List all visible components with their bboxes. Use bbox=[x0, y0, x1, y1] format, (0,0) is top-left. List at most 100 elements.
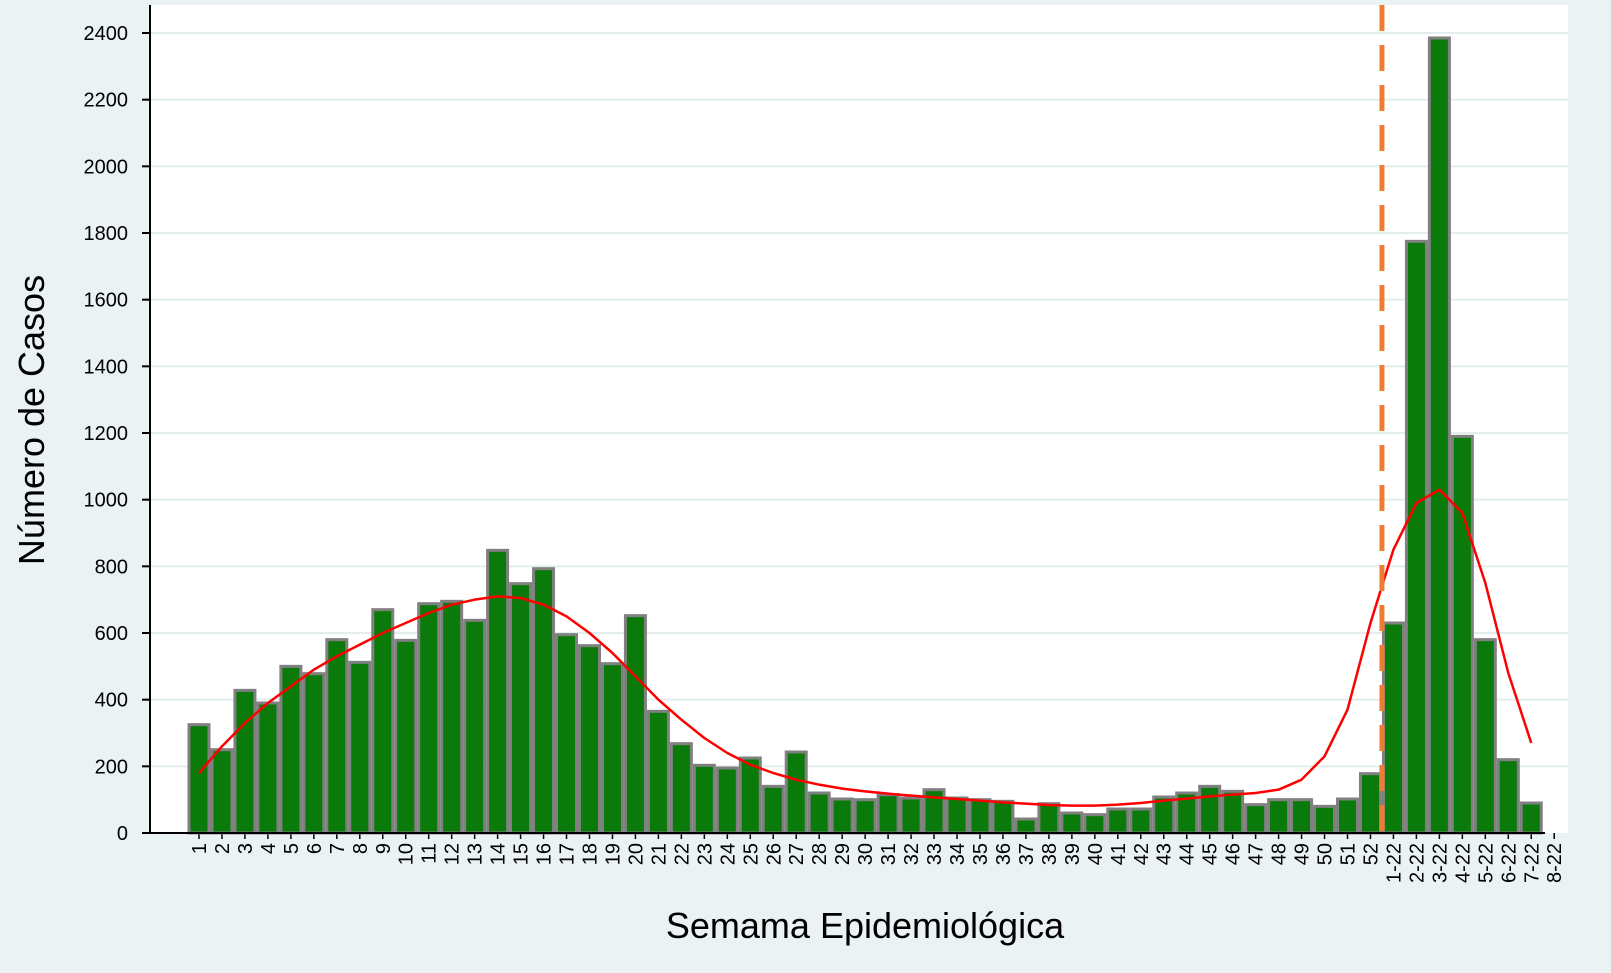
y-tick-label: 1400 bbox=[84, 356, 129, 378]
bar bbox=[1198, 784, 1222, 835]
x-tick-label: 36 bbox=[993, 843, 1015, 865]
bar bbox=[463, 618, 487, 835]
bar bbox=[509, 582, 533, 835]
bar bbox=[233, 688, 257, 835]
x-tick-label: 51 bbox=[1338, 843, 1360, 865]
bar bbox=[738, 756, 762, 835]
bar bbox=[348, 660, 372, 835]
x-tick-label: 40 bbox=[1085, 843, 1107, 865]
bar bbox=[1473, 638, 1497, 835]
bar bbox=[1083, 813, 1107, 835]
bar bbox=[1450, 434, 1474, 835]
x-tick-label: 30 bbox=[855, 843, 877, 865]
x-tick-label: 52 bbox=[1360, 843, 1382, 865]
x-tick-label: 2-22 bbox=[1406, 843, 1428, 883]
x-tick-label: 42 bbox=[1131, 843, 1153, 865]
bar bbox=[853, 798, 877, 835]
x-tick-label: 49 bbox=[1292, 843, 1314, 865]
bar bbox=[417, 602, 441, 835]
y-tick-label: 0 bbox=[117, 823, 128, 845]
bar bbox=[1037, 802, 1061, 835]
x-tick-label: 16 bbox=[534, 843, 556, 865]
x-tick-label: 22 bbox=[671, 843, 693, 865]
x-tick-label: 32 bbox=[901, 843, 923, 865]
bar bbox=[715, 766, 739, 835]
x-tick-label: 17 bbox=[557, 843, 579, 865]
bar bbox=[1496, 758, 1520, 835]
y-tick-label: 1800 bbox=[84, 223, 129, 245]
bar bbox=[1106, 807, 1130, 835]
x-tick-label: 11 bbox=[419, 843, 441, 864]
bar bbox=[1290, 798, 1314, 835]
y-tick-label: 1200 bbox=[84, 423, 129, 445]
y-axis-title: Número de Casos bbox=[11, 275, 52, 565]
x-tick-label: 48 bbox=[1269, 843, 1291, 865]
bar bbox=[577, 644, 601, 835]
x-tick-label: 4-22 bbox=[1452, 843, 1474, 883]
x-tick-label: 27 bbox=[786, 843, 808, 865]
x-tick-label: 28 bbox=[809, 843, 831, 865]
x-tick-label: 38 bbox=[1039, 843, 1061, 865]
x-tick-label: 33 bbox=[924, 843, 946, 865]
x-tick-label: 12 bbox=[442, 843, 464, 865]
x-tick-label: 8-22 bbox=[1544, 843, 1566, 883]
x-tick-label: 13 bbox=[465, 843, 487, 865]
x-tick-label: 31 bbox=[878, 843, 900, 865]
bar bbox=[1060, 811, 1084, 835]
bar bbox=[945, 796, 969, 835]
x-tick-label: 44 bbox=[1177, 843, 1199, 865]
x-tick-label: 37 bbox=[1016, 843, 1038, 865]
bar bbox=[1519, 801, 1543, 835]
bar bbox=[1014, 817, 1038, 835]
bar bbox=[899, 796, 923, 835]
x-tick-label: 15 bbox=[511, 843, 533, 865]
y-tick-label: 2400 bbox=[84, 23, 129, 45]
bar bbox=[1336, 797, 1359, 835]
bar bbox=[325, 638, 349, 835]
x-tick-label: 5-22 bbox=[1475, 843, 1497, 883]
y-tick-label: 1000 bbox=[84, 490, 129, 512]
bar bbox=[968, 798, 992, 835]
x-tick-label: 25 bbox=[740, 843, 762, 865]
x-tick-label: 8 bbox=[350, 843, 372, 854]
y-tick-label: 2000 bbox=[84, 156, 129, 178]
x-tick-label: 47 bbox=[1246, 843, 1268, 865]
x-tick-label: 3 bbox=[235, 843, 257, 854]
x-tick-label: 34 bbox=[947, 843, 969, 865]
x-tick-label: 24 bbox=[717, 843, 739, 865]
bar bbox=[600, 662, 624, 835]
bar bbox=[991, 799, 1015, 835]
bar bbox=[669, 742, 693, 835]
bar bbox=[784, 750, 808, 835]
x-tick-label: 26 bbox=[763, 843, 785, 865]
y-tick-label: 2200 bbox=[84, 90, 129, 112]
y-tick-label: 200 bbox=[95, 756, 128, 778]
x-tick-label: 35 bbox=[970, 843, 992, 865]
x-tick-label: 43 bbox=[1154, 843, 1176, 865]
x-tick-label: 41 bbox=[1108, 843, 1130, 865]
bar bbox=[394, 638, 418, 835]
trend-line bbox=[198, 488, 1533, 807]
bar bbox=[187, 723, 211, 835]
x-tick-label: 7 bbox=[327, 843, 349, 854]
x-tick-label: 2 bbox=[212, 843, 234, 854]
x-tick-label: 6-22 bbox=[1498, 843, 1520, 883]
x-tick-label: 6 bbox=[304, 843, 326, 854]
x-tick-label: 50 bbox=[1315, 843, 1337, 865]
x-tick-label: 29 bbox=[832, 843, 854, 865]
bar bbox=[256, 701, 280, 835]
bar bbox=[761, 784, 785, 835]
bar bbox=[486, 548, 510, 835]
x-tick-label: 10 bbox=[396, 843, 418, 865]
x-tick-label: 23 bbox=[694, 843, 716, 865]
bar bbox=[1381, 621, 1405, 835]
x-tick-label: 19 bbox=[602, 843, 624, 865]
bar bbox=[646, 709, 670, 835]
x-tick-label: 1 bbox=[189, 843, 211, 854]
bar bbox=[1221, 789, 1245, 835]
bar bbox=[555, 633, 579, 835]
bar bbox=[1244, 803, 1268, 835]
y-tick-label: 1600 bbox=[84, 290, 129, 312]
